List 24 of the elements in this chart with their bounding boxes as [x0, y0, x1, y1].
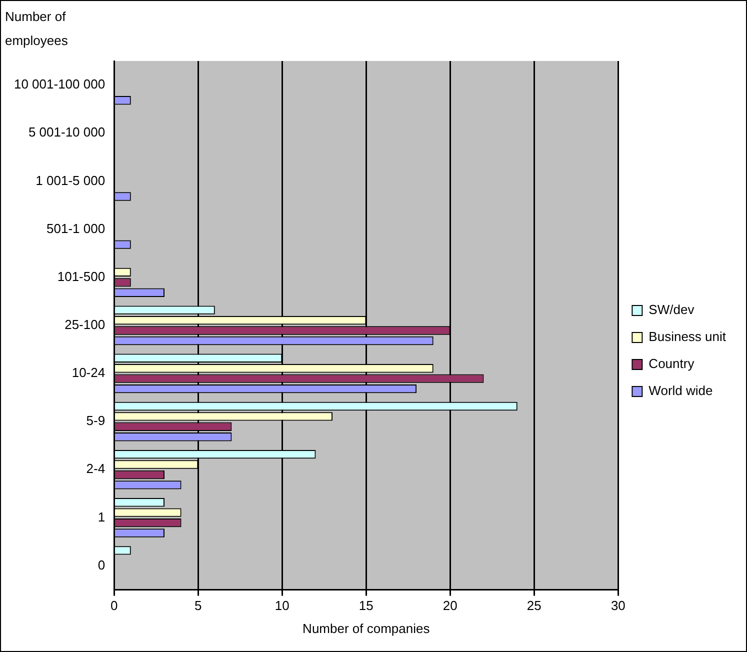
x-tick-label: 0	[110, 598, 118, 614]
y-axis-title: Number of employees	[5, 8, 69, 50]
y-tick-label: 2-4	[86, 461, 106, 476]
y-tick-label: 5-9	[86, 413, 106, 428]
y-tick-label: 1 001-5 000	[36, 172, 106, 188]
y-tick-label: 0	[98, 557, 106, 572]
y-tick-label: 501-1 000	[46, 220, 106, 236]
y-tick-label: 10-24	[72, 365, 106, 380]
x-tick-label: 25	[526, 598, 542, 614]
x-axis-title: Number of companies	[302, 620, 430, 636]
x-tick-label: 30	[610, 598, 626, 614]
y-tick-label: 101-500	[57, 268, 106, 284]
legend-label: SW/dev	[648, 302, 695, 318]
legend-label: World wide	[648, 383, 713, 398]
y-tick-label: 10 001-100 000	[14, 76, 106, 92]
legend-label: Country	[648, 356, 695, 372]
x-tick-label: 15	[358, 598, 374, 614]
x-tick-label: 20	[442, 598, 458, 614]
y-tick-label: 25-100	[64, 316, 106, 332]
legend-label: Business unit	[648, 329, 726, 344]
y-tick-label: 5 001-10 000	[28, 124, 106, 140]
x-tick-label: 10	[274, 598, 290, 614]
y-tick-label: 1	[98, 509, 106, 524]
x-tick-label: 5	[194, 598, 202, 614]
